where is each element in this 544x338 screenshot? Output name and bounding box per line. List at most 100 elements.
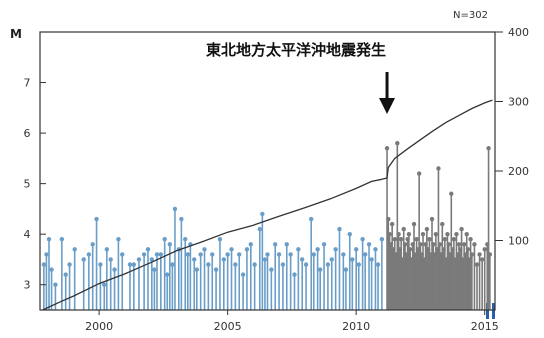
magnitude-point xyxy=(284,242,289,247)
magnitude-point xyxy=(325,262,331,267)
magnitude-point xyxy=(127,262,133,267)
magnitude-point xyxy=(183,237,188,242)
magnitude-point xyxy=(461,242,467,247)
magnitude-point xyxy=(265,252,270,257)
magnitude-point xyxy=(395,141,400,146)
magnitude-point xyxy=(486,146,491,151)
magnitude-point xyxy=(104,247,110,252)
magnitude-point xyxy=(392,237,397,242)
magnitude-point xyxy=(350,257,355,262)
magnitude-point xyxy=(136,257,142,262)
magnitude-point xyxy=(248,242,253,247)
magnitude-point xyxy=(356,262,361,267)
magnitude-point xyxy=(396,231,401,237)
magnitude-point xyxy=(420,231,426,237)
magnitude-point xyxy=(108,257,113,262)
count-label: N=302 xyxy=(453,10,488,21)
magnitude-point xyxy=(98,262,103,267)
magnitude-point xyxy=(389,221,395,227)
left-tick-label: 6 xyxy=(24,127,31,140)
magnitude-point xyxy=(167,242,173,247)
magnitude-point xyxy=(145,247,151,252)
magnitude-point xyxy=(170,262,175,267)
magnitude-point xyxy=(445,231,450,237)
magnitude-point xyxy=(44,252,49,257)
magnitude-point xyxy=(86,252,92,257)
magnitude-point xyxy=(172,206,178,212)
magnitude-point xyxy=(269,267,274,272)
magnitude-point xyxy=(362,252,368,257)
magnitude-point xyxy=(59,237,65,242)
magnitude-point xyxy=(288,252,293,257)
right-axis: 100 200 300 400 xyxy=(495,26,529,248)
magnitude-point xyxy=(472,242,477,247)
magnitude-point xyxy=(366,242,372,247)
magnitude-point xyxy=(429,216,435,222)
magnitude-point xyxy=(317,267,323,272)
magnitude-point xyxy=(240,272,246,277)
magnitude-point xyxy=(360,237,365,242)
magnitude-point xyxy=(373,247,378,252)
magnitude-point xyxy=(53,282,58,287)
magnitude-point xyxy=(333,247,338,252)
magnitude-point xyxy=(225,252,230,257)
magnitude-point xyxy=(427,237,432,242)
right-tick-label: 200 xyxy=(508,165,529,178)
magnitude-point xyxy=(41,262,47,267)
magnitude-point xyxy=(260,211,265,217)
right-tick-label: 100 xyxy=(508,235,529,248)
magnitude-point xyxy=(185,252,191,257)
magnitude-point xyxy=(252,262,257,267)
magnitude-point xyxy=(206,262,211,267)
magnitude-point xyxy=(194,267,200,272)
magnitude-point xyxy=(198,252,203,257)
magnitude-point xyxy=(179,216,184,222)
magnitude-point xyxy=(202,247,207,252)
right-tick-label: 300 xyxy=(508,96,529,109)
magnitude-point xyxy=(474,262,480,267)
magnitude-point xyxy=(72,247,77,252)
x-tick-label: 2010 xyxy=(342,320,370,333)
x-tick-label: 2000 xyxy=(85,320,113,333)
magnitude-point xyxy=(192,257,197,262)
right-tick-label: 400 xyxy=(508,26,529,39)
magnitude-point xyxy=(152,267,157,272)
x-tick-label: 2005 xyxy=(214,320,242,333)
magnitude-point xyxy=(309,216,314,222)
magnitude-point xyxy=(90,242,95,247)
magnitude-point xyxy=(300,257,305,262)
magnitude-point xyxy=(262,257,268,262)
magnitude-point xyxy=(210,252,215,257)
magnitude-point xyxy=(244,247,250,252)
magnitude-point xyxy=(433,231,439,237)
magnitude-point xyxy=(416,171,422,176)
magnitude-point xyxy=(303,262,309,267)
magnitude-point xyxy=(112,267,117,272)
magnitude-point xyxy=(81,257,86,262)
magnitude-point xyxy=(341,252,346,257)
cumulative-count-line xyxy=(42,99,493,311)
magnitude-point xyxy=(102,282,107,287)
magnitude-point xyxy=(436,166,441,171)
annotation-arrow xyxy=(379,72,396,114)
magnitude-point xyxy=(431,242,436,247)
magnitude-point xyxy=(482,247,487,252)
magnitude-point xyxy=(162,237,167,242)
magnitude-point xyxy=(217,237,223,242)
magnitude-stems xyxy=(41,141,493,310)
magnitude-point xyxy=(402,242,408,247)
magnitude-point xyxy=(237,252,242,257)
magnitude-point xyxy=(154,252,160,257)
magnitude-point xyxy=(451,237,457,242)
magnitude-point xyxy=(213,267,219,272)
magnitude-point xyxy=(477,252,482,257)
magnitude-point xyxy=(353,247,359,252)
magnitude-point xyxy=(131,262,137,267)
magnitude-point xyxy=(446,242,451,247)
magnitude-point xyxy=(406,231,412,237)
magnitude-point xyxy=(321,242,327,247)
left-tick-label: 7 xyxy=(24,77,31,90)
magnitude-point xyxy=(456,242,462,247)
magnitude-point xyxy=(424,226,430,232)
